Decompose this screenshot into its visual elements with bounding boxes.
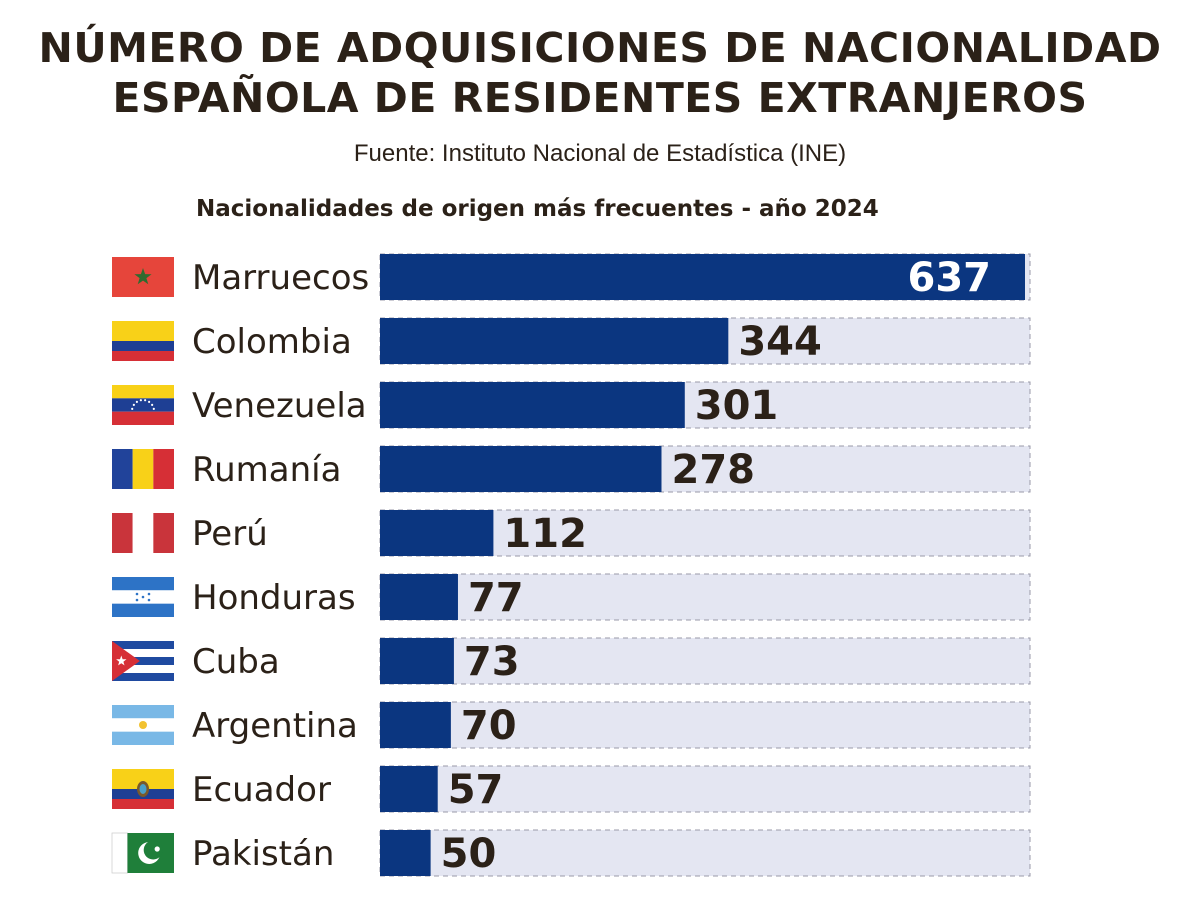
bar: [380, 766, 438, 812]
bar-row: Perú 112: [112, 509, 1031, 557]
bar: [380, 702, 451, 748]
bar-row: Cuba 73: [112, 637, 1031, 685]
argentina-flag-icon: [112, 705, 174, 745]
bar: [380, 318, 729, 364]
bar-track: [379, 573, 1031, 621]
bar-track: [379, 829, 1031, 877]
data-label: 73: [464, 639, 520, 685]
bar-track: [379, 637, 1031, 685]
honduras-flag-icon: [112, 577, 174, 617]
data-label: 57: [448, 767, 504, 813]
morocco-flag-icon: [112, 257, 174, 297]
category-label: Ecuador: [192, 770, 331, 810]
colombia-flag-icon: [112, 321, 174, 361]
chart-title-line-2: ESPAÑOLA DE RESIDENTES EXTRANJEROS: [112, 74, 1088, 122]
data-label: 301: [695, 383, 779, 429]
venezuela-flag-icon: [112, 385, 174, 425]
bar: [380, 446, 662, 492]
data-label: 637: [908, 255, 992, 301]
peru-flag-icon: [112, 513, 174, 553]
category-label: Venezuela: [192, 386, 367, 426]
category-label: Argentina: [192, 706, 358, 746]
romania-flag-icon: [112, 449, 174, 489]
bar-row: Marruecos 637: [112, 253, 1031, 301]
bar: [380, 574, 458, 620]
bar: [380, 382, 685, 428]
ecuador-flag-icon: [112, 769, 174, 809]
bar-track: [379, 765, 1031, 813]
bar: [380, 830, 431, 876]
data-label: 278: [671, 447, 755, 493]
source-note: Fuente: Instituto Nacional de Estadístic…: [353, 140, 847, 167]
bar: [380, 638, 454, 684]
data-label: 344: [738, 319, 822, 365]
bar: [380, 254, 1025, 300]
category-label: Rumanía: [192, 450, 341, 490]
category-label: Pakistán: [192, 834, 334, 874]
category-label: Perú: [192, 514, 268, 554]
bar-row: Rumanía 278: [112, 445, 1031, 493]
data-label: 112: [503, 511, 587, 557]
bar-row: Ecuador 57: [112, 765, 1031, 813]
chart-title-line-1: NÚMERO DE ADQUISICIONES DE NACIONALIDAD: [38, 24, 1162, 72]
bar-row: Pakistán 50: [111, 829, 1031, 877]
bar-track: [379, 701, 1031, 749]
bar-row: Venezuela 301: [112, 381, 1031, 429]
data-label: 50: [441, 831, 497, 877]
category-label: Marruecos: [192, 258, 369, 298]
category-label: Colombia: [192, 322, 352, 362]
pakistan-flag-icon: [111, 832, 174, 874]
data-label: 70: [461, 703, 517, 749]
category-label: Honduras: [192, 578, 356, 618]
bar: [380, 510, 494, 556]
bar-row: Honduras 77: [112, 573, 1031, 621]
bar-row: Argentina 70: [112, 701, 1031, 749]
cuba-flag-icon: [112, 641, 174, 681]
bar-row: Colombia 344: [112, 317, 1031, 365]
chart-subtitle: Nacionalidades de origen más frecuentes …: [196, 196, 879, 222]
data-label: 77: [468, 575, 524, 621]
category-label: Cuba: [192, 642, 280, 682]
